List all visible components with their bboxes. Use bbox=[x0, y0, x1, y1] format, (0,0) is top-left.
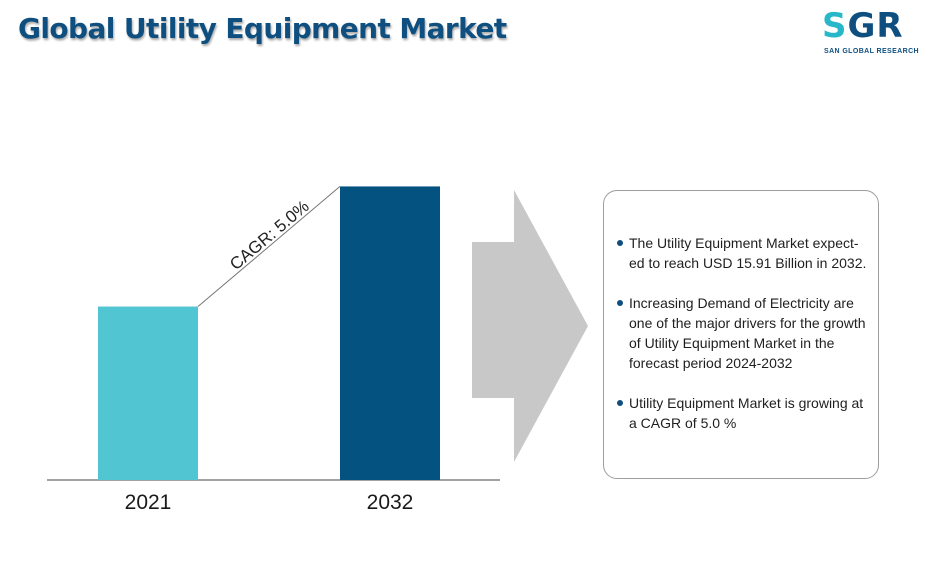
info-item: Utility Equipment Market is growing at a… bbox=[617, 393, 874, 433]
info-item-text: The Utility Equipment Market expect-ed t… bbox=[629, 235, 867, 271]
arrow-shape bbox=[472, 190, 588, 462]
cagr-label: CAGR: 5.0% bbox=[226, 197, 313, 274]
logo-mark: SGR bbox=[822, 6, 904, 46]
bullet-icon bbox=[617, 240, 623, 246]
logo-subtitle: SAN GLOBAL RESEARCH bbox=[824, 48, 919, 55]
info-box: The Utility Equipment Market expect-ed t… bbox=[603, 190, 879, 479]
bullet-icon bbox=[617, 300, 623, 306]
info-item-text: Utility Equipment Market is growing at a… bbox=[629, 395, 864, 431]
info-list: The Utility Equipment Market expect-ed t… bbox=[604, 191, 878, 433]
page-title: Global Utility Equipment Market bbox=[18, 12, 507, 45]
cagr-connector-line bbox=[197, 186, 341, 307]
x-tick-label: 2021 bbox=[125, 491, 172, 514]
bullet-icon bbox=[617, 400, 623, 406]
info-item: The Utility Equipment Market expect-ed t… bbox=[617, 233, 874, 273]
info-item-text: Increasing Demand of Electricity are one… bbox=[629, 295, 866, 371]
bars-group: 2021 2032 bbox=[98, 186, 440, 514]
x-tick-label: 2032 bbox=[367, 491, 414, 514]
bar-2032 bbox=[340, 186, 440, 481]
bar-2021 bbox=[98, 306, 198, 480]
info-item: Increasing Demand of Electricity are one… bbox=[617, 293, 874, 373]
brand-logo: SGR SAN GLOBAL RESEARCH bbox=[818, 6, 922, 58]
